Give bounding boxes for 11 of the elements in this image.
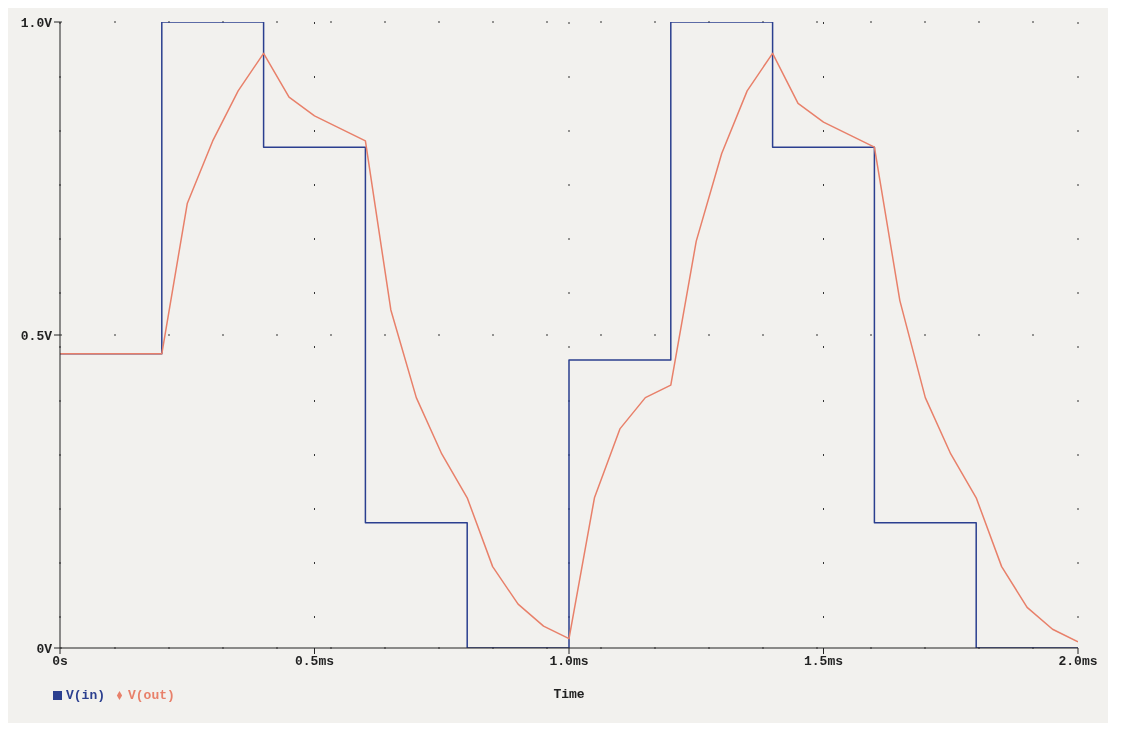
x-tick-label: 1.0ms — [549, 654, 589, 670]
x-axis-title: Time — [553, 687, 585, 702]
y-tick-label: 0.5V — [20, 328, 53, 344]
legend-label: V(out) — [128, 688, 175, 703]
x-tick-label: 0s — [52, 654, 68, 670]
x-tick-label: 0.5ms — [294, 654, 335, 670]
x-tick-label: 1.5ms — [803, 654, 844, 670]
y-tick-label: 0V — [36, 641, 53, 657]
y-tick-label: 1.0V — [20, 15, 53, 31]
x-tick-label: 2.0ms — [1058, 654, 1098, 670]
legend-label: V(in) — [66, 688, 106, 703]
